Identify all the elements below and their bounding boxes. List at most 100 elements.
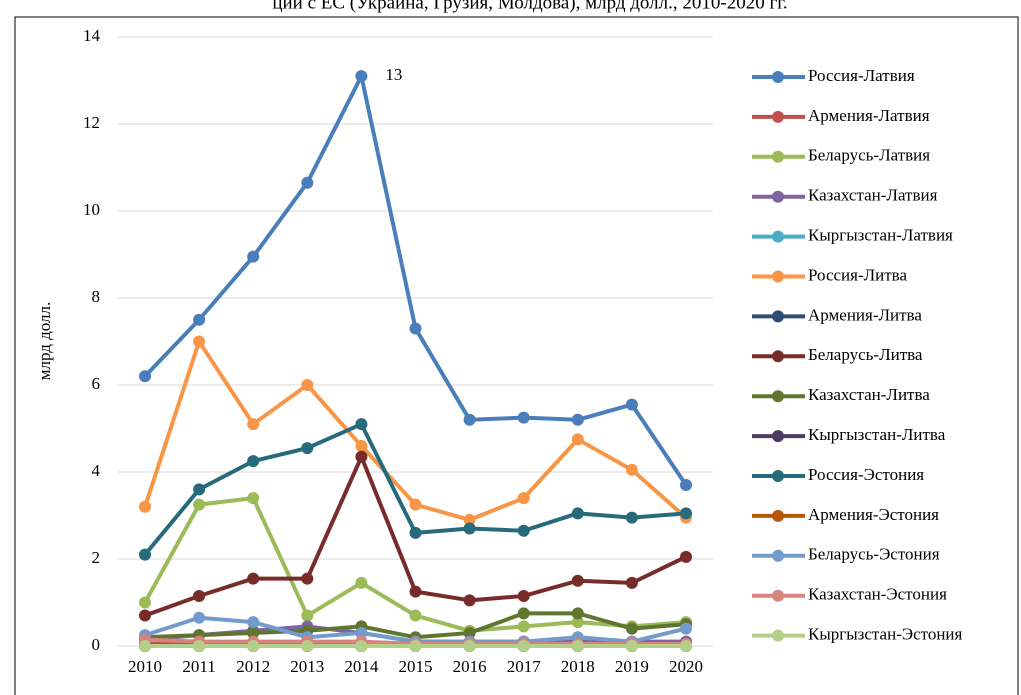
y-tick-label: 6 — [92, 374, 101, 393]
data-point — [680, 640, 692, 652]
data-point — [625, 640, 638, 652]
x-tick-label: 2017 — [507, 657, 542, 676]
legend-label: Армения-Литва — [808, 305, 922, 324]
legend-marker — [772, 110, 784, 123]
chart-title: ции с ЕС (Украина, Грузия, Молдова), млр… — [272, 0, 787, 13]
data-point — [301, 442, 314, 455]
x-tick-label: 2012 — [236, 657, 270, 676]
legend-marker — [772, 430, 784, 443]
data-point — [139, 596, 151, 609]
data-point — [409, 322, 422, 335]
x-tick-label: 2020 — [669, 657, 703, 676]
legend-label: Беларусь-Литва — [808, 345, 923, 364]
legend-marker — [772, 470, 784, 482]
data-point — [247, 455, 260, 468]
data-point — [680, 550, 692, 563]
data-point — [193, 611, 206, 624]
x-tick-label: 2015 — [399, 657, 433, 676]
data-point — [247, 250, 260, 263]
legend-label: Россия-Латвия — [808, 66, 915, 85]
data-point — [463, 640, 476, 652]
data-point — [139, 609, 151, 622]
x-tick-label: 2016 — [453, 657, 487, 676]
legend-label: Казахстан-Литва — [808, 385, 930, 404]
data-point — [193, 335, 206, 348]
data-point — [301, 176, 314, 189]
x-tick-label: 2018 — [561, 657, 595, 676]
chart-frame — [14, 16, 1019, 695]
data-point — [517, 589, 530, 602]
legend-label: Армения-Латвия — [808, 106, 930, 125]
data-point — [463, 513, 476, 526]
data-point — [193, 498, 206, 511]
legend-marker — [772, 390, 784, 403]
data-point — [193, 313, 206, 326]
data-point — [571, 640, 584, 652]
legend-label: Казахстан-Эстония — [808, 585, 947, 604]
data-point — [517, 524, 530, 537]
data-point — [355, 439, 368, 452]
legend-label: Беларусь-Латвия — [808, 146, 930, 165]
data-point — [680, 622, 692, 635]
y-tick-label: 8 — [92, 287, 101, 306]
legend-label: Россия-Литва — [808, 265, 907, 284]
y-tick-label: 14 — [83, 26, 101, 45]
legend-marker — [772, 549, 784, 562]
x-tick-label: 2010 — [128, 657, 162, 676]
data-point — [680, 507, 692, 520]
data-point — [247, 492, 260, 505]
data-point — [517, 492, 530, 505]
data-point — [625, 622, 638, 635]
data-point — [409, 640, 422, 652]
data-point — [247, 640, 260, 652]
data-point — [139, 640, 151, 652]
data-point — [571, 574, 584, 587]
legend-label: Кыргызстан-Латвия — [808, 226, 953, 245]
data-point — [571, 433, 584, 446]
legend-marker — [772, 310, 784, 323]
y-tick-label: 10 — [83, 200, 100, 219]
data-point — [409, 498, 422, 511]
data-point — [139, 370, 151, 383]
data-point — [355, 70, 368, 83]
data-point — [193, 483, 206, 496]
legend-marker — [772, 150, 784, 163]
data-point — [571, 507, 584, 520]
legend-marker — [772, 589, 784, 602]
x-tick-label: 2013 — [290, 657, 324, 676]
data-point — [355, 576, 368, 589]
legend-label: Армения-Эстония — [808, 505, 939, 524]
legend-label: Россия-Эстония — [808, 465, 924, 484]
x-tick-label: 2019 — [615, 657, 649, 676]
x-tick-label: 2014 — [344, 657, 379, 676]
legend-label: Беларусь-Эстония — [808, 545, 940, 564]
y-tick-label: 4 — [92, 461, 101, 480]
data-point — [139, 500, 151, 513]
data-point — [463, 626, 476, 639]
legend-marker — [772, 230, 784, 243]
data-point — [571, 607, 584, 620]
data-point — [463, 594, 476, 607]
y-tick-label: 0 — [92, 635, 101, 654]
data-point — [355, 626, 368, 639]
data-point — [625, 576, 638, 589]
legend-marker — [772, 509, 784, 522]
data-point — [517, 620, 530, 633]
data-point — [571, 616, 584, 629]
data-point — [193, 640, 206, 652]
data-point — [301, 379, 314, 391]
data-point — [139, 548, 151, 561]
y-tick-label: 12 — [83, 113, 100, 132]
y-tick-label: 2 — [92, 548, 101, 567]
data-point — [625, 398, 638, 411]
legend-label: Кыргызстан-Эстония — [808, 625, 963, 644]
legend-marker — [772, 190, 784, 203]
annotation: 13 — [385, 65, 402, 84]
data-point — [247, 572, 260, 585]
legend-label: Казахстан-Латвия — [808, 186, 938, 205]
legend-marker — [772, 270, 784, 283]
data-point — [247, 616, 260, 629]
data-point — [625, 463, 638, 476]
data-point — [517, 607, 530, 620]
